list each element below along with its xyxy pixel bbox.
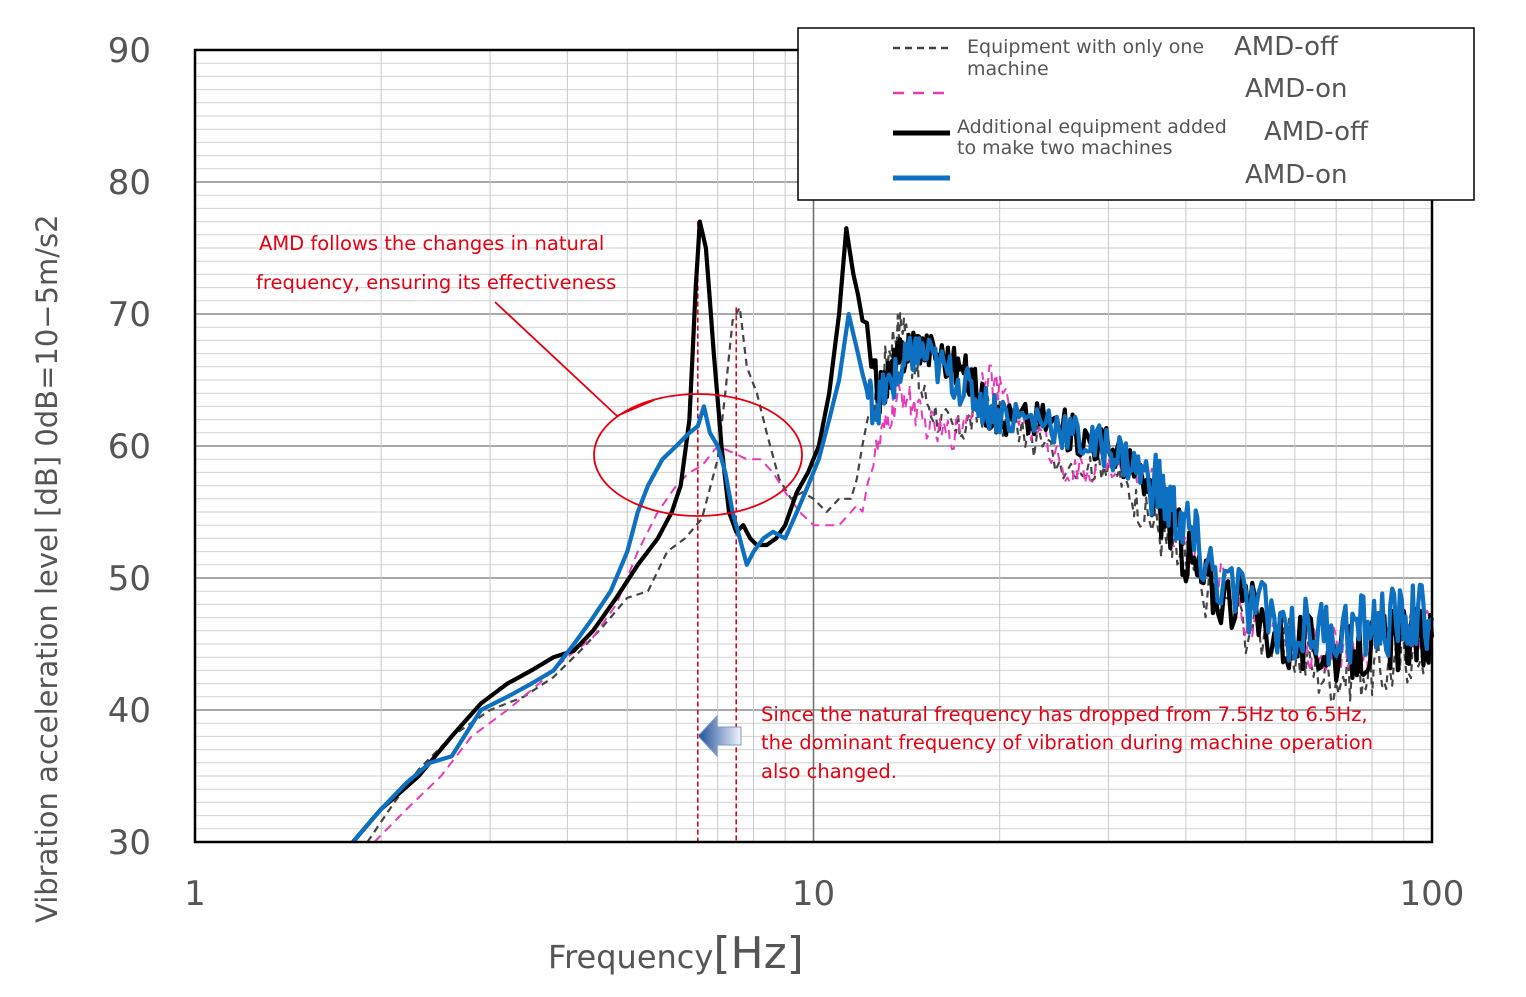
shift-note-line-1: Since the natural frequency has dropped …	[761, 703, 1368, 726]
shift-note-line-3: also changed.	[761, 760, 897, 783]
legend-group-1-label: Equipment with only one machine	[967, 36, 1210, 80]
shift-arrow-icon	[697, 714, 742, 758]
callout-pointer	[494, 301, 655, 418]
x-axis-title-unit: [Hz]	[713, 928, 804, 979]
y-tick-label: 90	[108, 31, 151, 71]
legend-entry-4-label: AMD-on	[1245, 160, 1348, 190]
series-line	[366, 306, 1434, 843]
shift-note: Since the natural frequency has dropped …	[761, 703, 1373, 783]
series-line	[351, 311, 1435, 844]
series-lines	[351, 219, 1435, 844]
legend: Equipment with only one machine Addition…	[797, 27, 1475, 201]
callout-ellipse	[593, 393, 803, 517]
frequency-markers	[696, 221, 738, 842]
y-tick-label: 50	[108, 559, 151, 599]
y-tick-label: 80	[108, 163, 151, 203]
callout-text-line-1: AMD follows the changes in natural	[259, 232, 604, 255]
legend-entry-3-label: AMD-off	[1264, 117, 1369, 147]
x-ticks: 1 10 100	[184, 874, 1464, 914]
x-tick-label: 100	[1400, 874, 1465, 914]
y-tick-label: 30	[108, 823, 151, 863]
y-tick-label: 60	[108, 427, 151, 467]
shift-note-line-2: the dominant frequency of vibration duri…	[761, 731, 1373, 754]
series-line	[351, 219, 1435, 844]
y-tick-label: 40	[108, 691, 151, 731]
legend-entry-2-label: AMD-on	[1245, 74, 1348, 104]
callout-text-line-2: frequency, ensuring its effectiveness	[256, 271, 616, 294]
series-line	[373, 364, 1433, 843]
x-axis-title-main: Frequency	[548, 938, 713, 976]
legend-entry-1-label: AMD-off	[1234, 32, 1339, 62]
callout-annotation: AMD follows the changes in natural frequ…	[256, 232, 803, 517]
legend-box	[797, 27, 1475, 201]
y-tick-label: 70	[108, 295, 151, 335]
y-axis-title: Vibration acceleration level [dB] 0dB=10…	[30, 214, 64, 923]
x-tick-label: 10	[792, 874, 835, 914]
legend-group-2-label: Additional equipment added to make two m…	[957, 116, 1233, 159]
x-tick-label: 1	[184, 874, 206, 914]
y-ticks: 30 40 50 60 70 80 90	[108, 31, 151, 863]
x-axis-title: Frequency[Hz]	[548, 928, 804, 979]
